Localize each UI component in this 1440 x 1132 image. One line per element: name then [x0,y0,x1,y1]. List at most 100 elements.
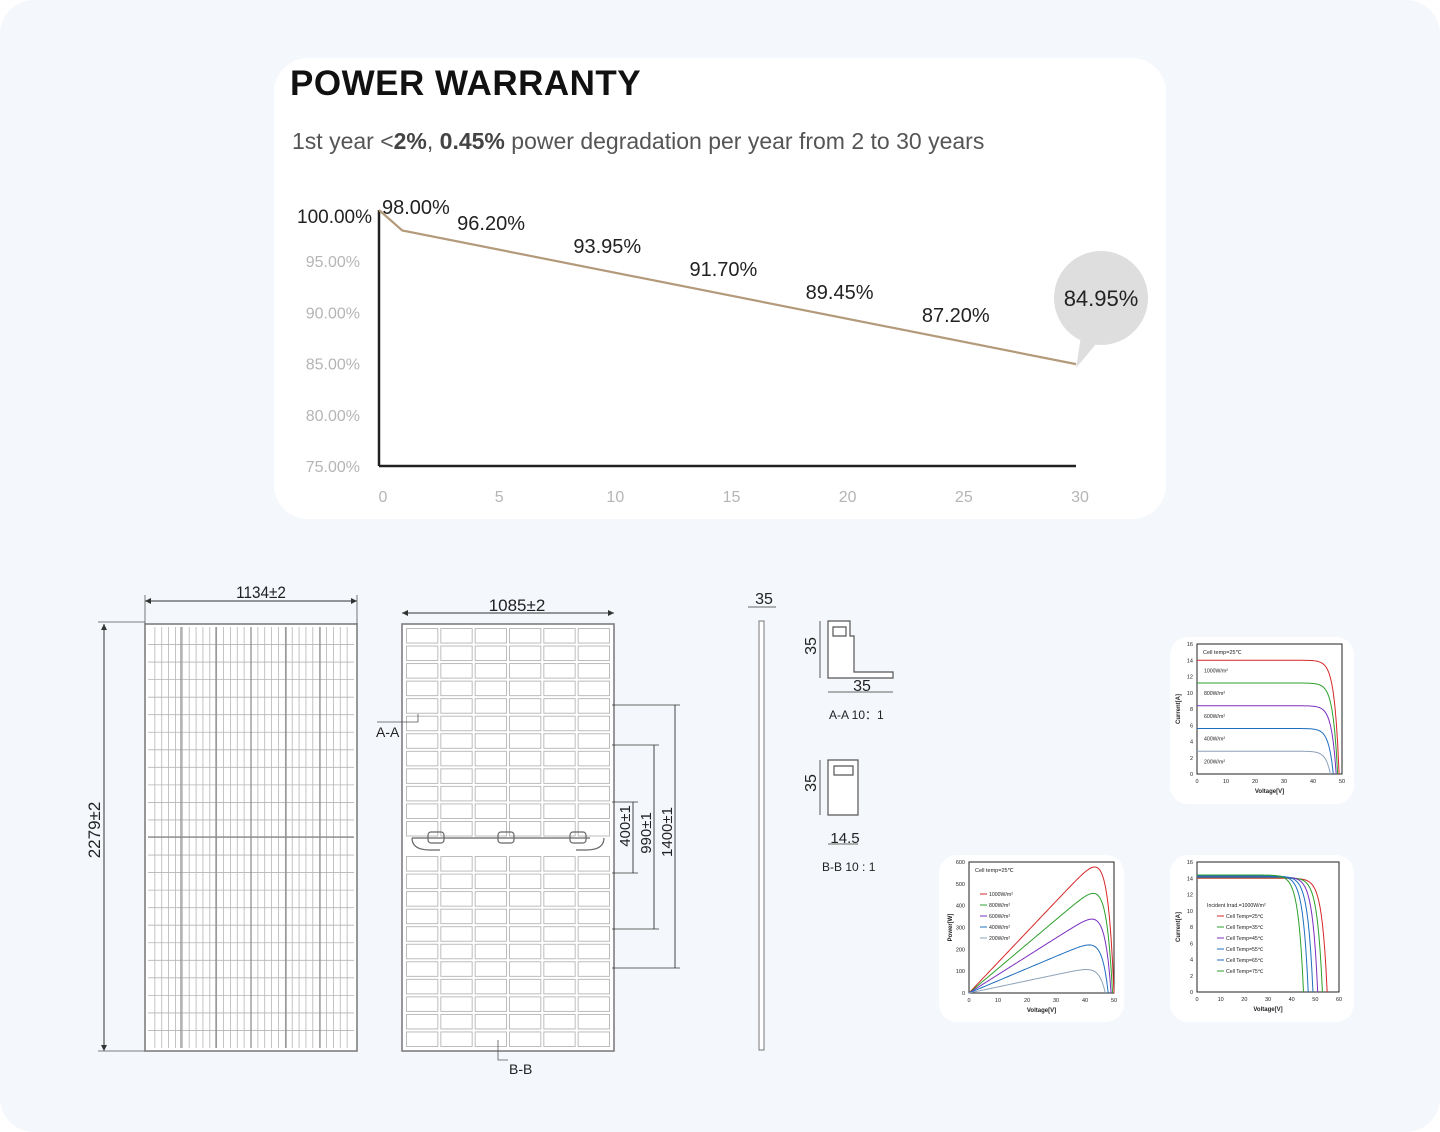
temp-legend-label: Cell Temp=25℃ [1226,914,1264,920]
back-cell [440,803,473,819]
back-cell [577,961,610,977]
temp-y-tick: 12 [1187,893,1193,899]
iv-curve-label: 1000W/m² [1204,668,1228,674]
temp-y-tick: 14 [1187,876,1193,882]
back-cell [474,856,507,872]
back-cell [577,943,610,960]
degradation-line [378,209,1077,366]
temp-curve [1197,877,1328,993]
pv-curve [968,892,1114,994]
back-cell [440,856,473,872]
point-label: 89.45% [806,282,874,304]
back-cell [440,698,473,714]
aa-section-label: A-A [376,724,400,740]
x-tick-label: 0 [379,489,388,506]
back-cell [474,961,507,977]
iv-y-tick: 0 [1190,772,1193,778]
temp-y-tick: 10 [1187,909,1193,915]
back-cell [577,803,610,819]
back-cell [474,803,507,819]
back-cell [543,908,576,925]
bb-profile [827,759,859,816]
warranty-title: POWER WARRANTY [290,64,642,103]
back-cell [509,628,542,644]
back-cell [509,908,542,925]
back-cell [474,1031,507,1047]
back-cell [509,891,542,907]
back-cell [440,978,473,995]
back-cell [543,856,576,872]
temp-legend-label: Cell Temp=45℃ [1226,936,1264,942]
back-cell [543,1013,576,1030]
iv-y-tick: 14 [1187,658,1193,664]
pv-y-tick: 100 [956,969,965,975]
temp-note: Incident Irrad.=1000W/m² [1207,903,1266,909]
y-start-label: 100.00% [297,207,372,228]
pv-legend-label: 400W/m² [989,925,1010,931]
y-tick-label: 75.00% [306,459,360,476]
y-tick-label: 90.00% [306,305,360,322]
back-cell [406,645,439,662]
temp-curve [1197,875,1314,993]
end-value-bubble [1054,251,1148,345]
back-cell [440,873,473,890]
pv-y-tick: 600 [956,860,965,866]
bb-section-label: B-B [509,1061,532,1077]
iv-curve-label: 200W/m² [1204,759,1225,765]
pv-x-tick: 0 [967,998,970,1004]
pv-x-label: Voltage[V] [1027,1008,1056,1014]
aa-caption: A-A 10：1 [829,708,884,722]
back-cell [474,978,507,995]
temp-y-tick: 6 [1190,941,1193,947]
back-cell [577,750,610,767]
back-cell [440,821,473,837]
back-cell [543,978,576,995]
x-tick-label: 10 [606,489,624,506]
iv-y-tick: 16 [1187,642,1193,648]
temp-chart-card [1170,855,1354,1022]
back-cell [509,785,542,802]
pv-curve [968,918,1112,994]
aa-leader [377,714,419,723]
back-cell [509,733,542,749]
pv-curve [968,944,1109,994]
iv-curve [1197,705,1337,775]
pv-curve [968,866,1115,994]
back-cell [543,926,576,942]
bb-height-label: 35 [803,774,820,792]
back-cell [577,873,610,890]
back-cell [474,628,507,644]
back-cell [474,996,507,1012]
temp-curve [1197,875,1309,993]
back-cell [509,961,542,977]
pv-x-tick: 20 [1024,998,1030,1004]
pv-y-tick: 500 [956,882,965,888]
pv-legend-label: 600W/m² [989,914,1010,920]
iv-curve [1197,659,1340,775]
end-value-label: 84.95% [1064,286,1139,311]
temp-legend-label: Cell Temp=35℃ [1226,925,1264,931]
pv-curve [968,969,1106,994]
back-cell [440,663,473,679]
back-cell [440,768,473,784]
back-cell [440,908,473,925]
iv-note: Cell temp=25℃ [1203,650,1243,656]
aa-height-label: 35 [803,637,820,655]
dim-990-label: 990±1 [638,812,655,854]
temp-x-tick: 30 [1265,997,1271,1003]
pv-note: Cell temp=25℃ [975,868,1015,874]
iv-chart-card [1170,637,1354,804]
pv-plot-frame [968,861,1115,994]
back-cell [509,943,542,960]
back-dimension-lines [612,704,680,969]
bb-caption: B-B 10 : 1 [822,860,876,874]
back-cell [440,891,473,907]
back-cell [543,698,576,714]
back-cell [509,768,542,784]
temp-x-tick: 40 [1289,997,1295,1003]
bb-section: 35 14.5 B-B 10 : 1 [803,759,876,874]
back-cell [577,978,610,995]
iv-x-tick: 50 [1339,779,1345,785]
back-cell [543,961,576,977]
